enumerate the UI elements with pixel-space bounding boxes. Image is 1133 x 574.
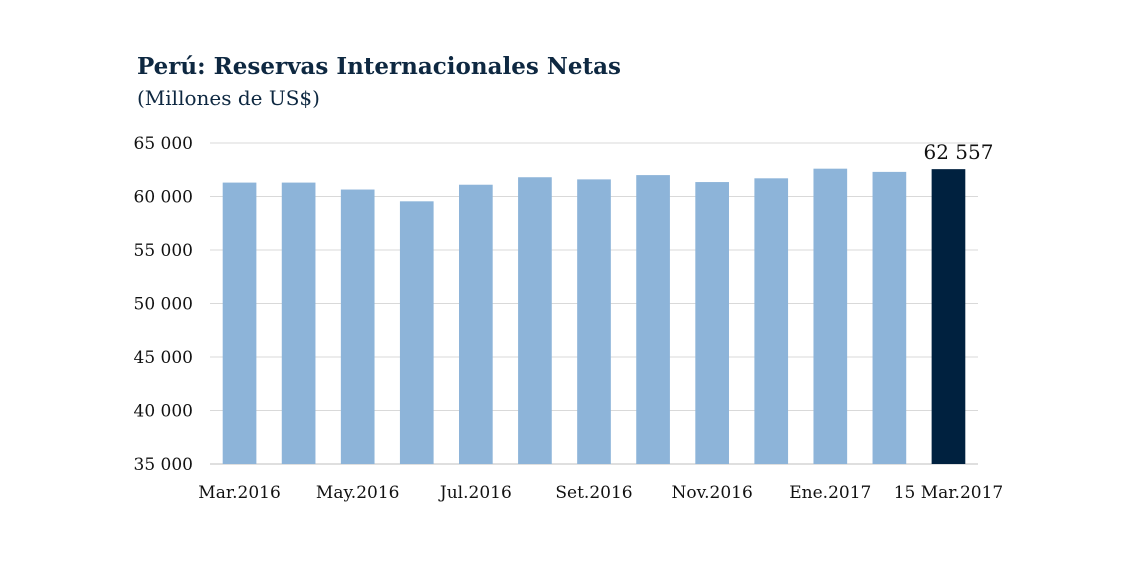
- bar-3: [340, 189, 375, 465]
- bar-10: [754, 178, 789, 464]
- x-tick-label: Set.2016: [555, 483, 632, 503]
- y-tick-label: 45 000: [134, 348, 193, 368]
- bar-6: [518, 177, 552, 465]
- chart-subtitle: (Millones de US$): [137, 86, 320, 110]
- x-tick-label: May.2016: [316, 483, 400, 503]
- bar-13: [931, 169, 966, 464]
- bar-4: [399, 201, 434, 464]
- y-tick-label: 50 000: [134, 295, 193, 315]
- bar-11: [813, 168, 848, 464]
- x-tick-label: Jul.2016: [438, 483, 512, 503]
- bar-2: [281, 182, 316, 464]
- bar-5: [459, 184, 493, 465]
- y-tick-label: 55 000: [134, 241, 193, 261]
- y-tick-label: 40 000: [134, 402, 193, 422]
- x-axis-ticks: Mar.2016 May.2016 Jul.2016 Set.2016 Nov.2016…: [198, 483, 1003, 503]
- x-tick-label: Ene.2017: [789, 483, 871, 503]
- y-tick-label: 65 000: [134, 134, 193, 154]
- x-tick-label: Mar.2016: [198, 483, 280, 503]
- x-tick-label: 15 Mar.2017: [894, 483, 1004, 503]
- bar-7: [577, 179, 611, 464]
- bar-12: [872, 171, 907, 464]
- bar-1: [222, 182, 257, 464]
- y-tick-label: 35 000: [134, 455, 193, 475]
- bar-9: [695, 182, 729, 464]
- chart-title: Perú: Reservas Internacionales Netas: [137, 53, 621, 80]
- data-labels: 62 557: [923, 140, 993, 164]
- y-axis-ticks: 35 000 40 000 45 000 50 000 55 000 60 000 65 0…: [134, 134, 193, 475]
- bar-8: [636, 175, 670, 464]
- bars: [222, 168, 966, 465]
- y-tick-label: 60 000: [134, 188, 193, 208]
- data-label: 62 557: [923, 140, 993, 164]
- x-tick-label: Nov.2016: [671, 483, 752, 503]
